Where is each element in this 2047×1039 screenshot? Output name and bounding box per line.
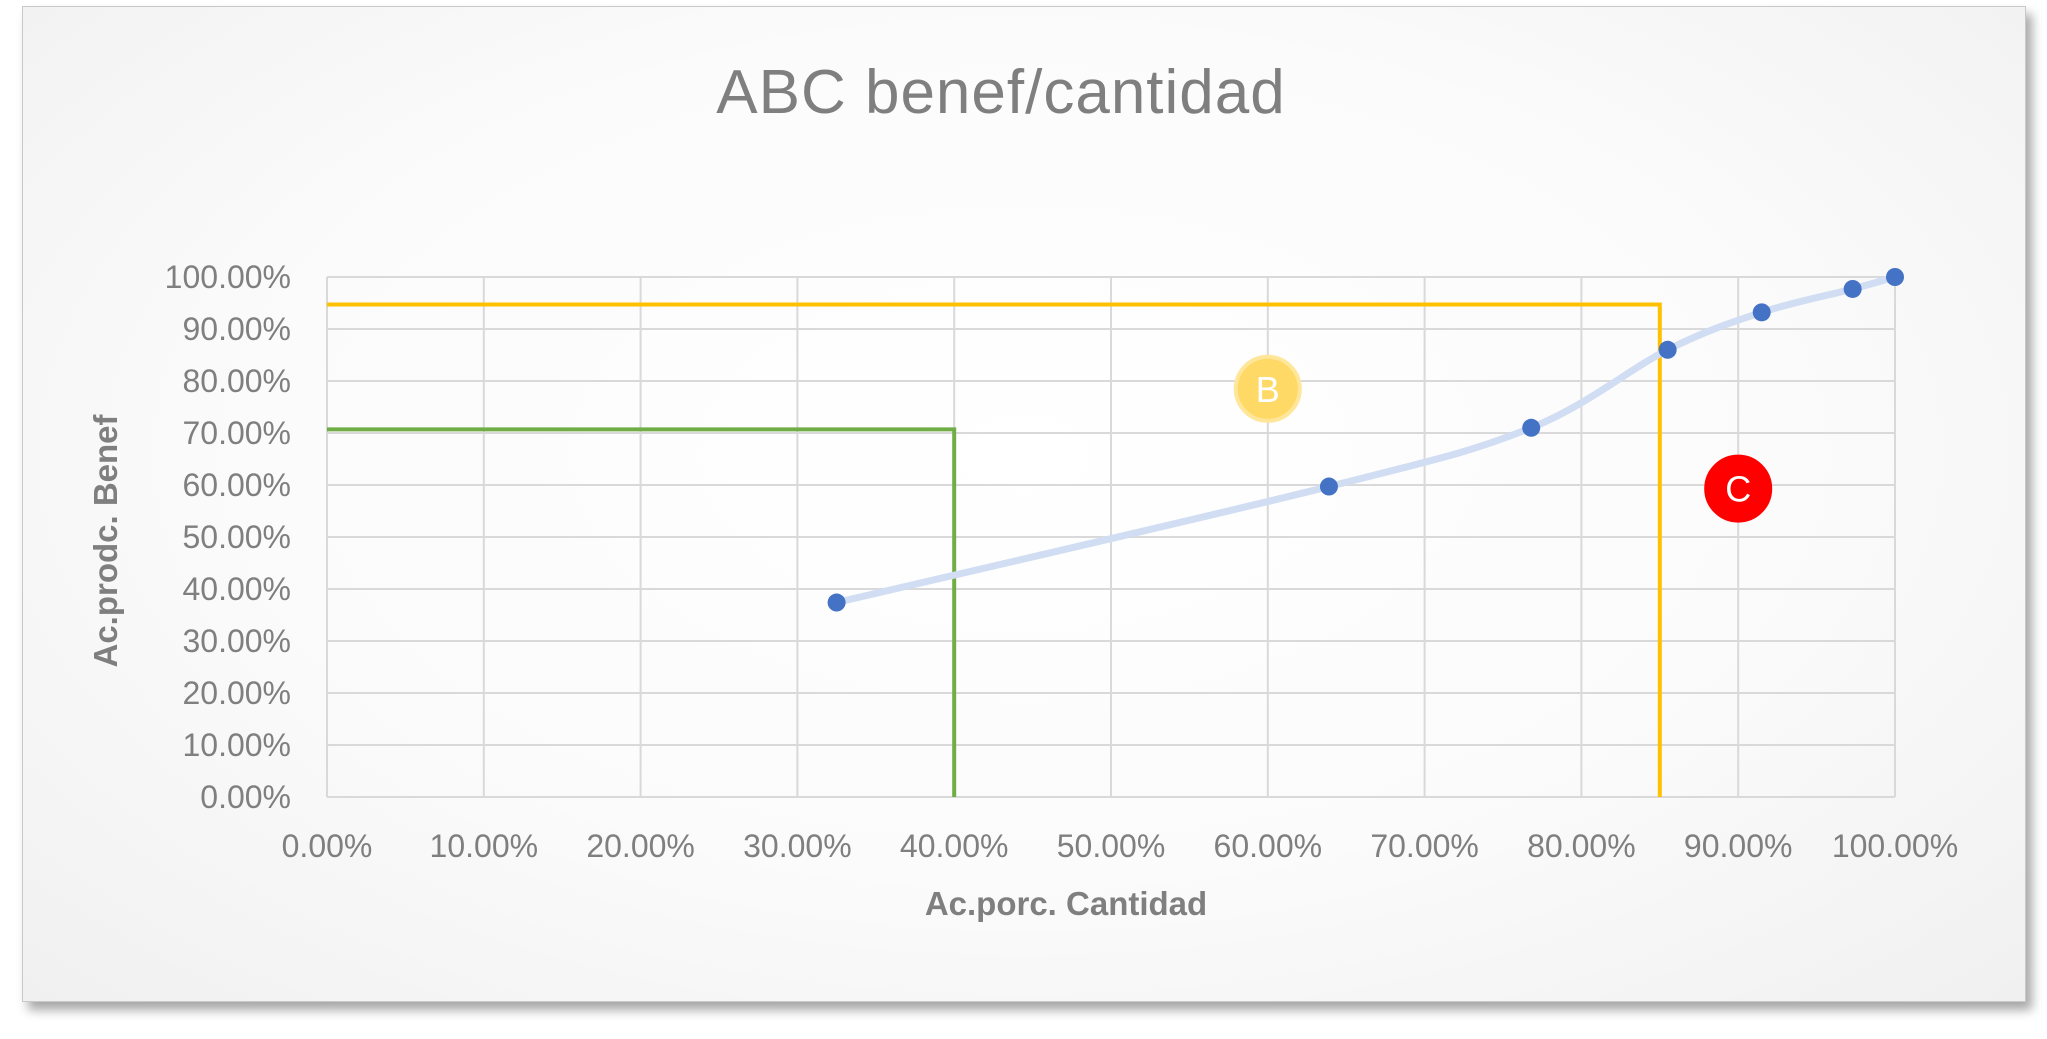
y-tick-label: 90.00% <box>182 311 291 347</box>
data-point <box>1752 303 1771 322</box>
y-tick-label: 0.00% <box>200 779 291 815</box>
data-point <box>1522 418 1541 437</box>
annotations: BC <box>1233 354 1773 523</box>
x-axis-title: Ac.porc. Cantidad <box>925 885 1207 922</box>
x-tick-label: 0.00% <box>282 828 373 864</box>
x-tick-label: 80.00% <box>1527 828 1636 864</box>
y-tick-label: 60.00% <box>182 467 291 503</box>
y-tick-label: 100.00% <box>165 259 291 295</box>
y-tick-label: 20.00% <box>182 675 291 711</box>
tick-labels: 0.00% 10.00% 20.00% 30.00% 40.00% 50.00% 60.00… <box>165 259 1958 864</box>
y-tick-label: 10.00% <box>182 727 291 763</box>
data-point <box>1886 268 1904 286</box>
y-axis-title: Ac.prodc. Benef <box>87 413 124 667</box>
x-tick-label: 20.00% <box>586 828 695 864</box>
data-point <box>1658 340 1677 359</box>
annotation-label: B <box>1256 369 1280 410</box>
data-point <box>1319 477 1338 496</box>
annotation-label: C <box>1725 469 1751 510</box>
abc-chart: ABC benef/cantidad BC 0.00% 10.00% 20.00% 3… <box>87 58 1958 922</box>
data-point <box>827 593 846 612</box>
x-tick-label: 70.00% <box>1370 828 1479 864</box>
reference-line <box>327 302 1662 797</box>
x-tick-label: 50.00% <box>1057 828 1166 864</box>
x-tick-label: 40.00% <box>900 828 1009 864</box>
data-series <box>827 268 1904 612</box>
y-tick-label: 40.00% <box>182 571 291 607</box>
x-tick-label: 30.00% <box>743 828 852 864</box>
x-tick-label: 100.00% <box>1832 828 1958 864</box>
data-point <box>1843 279 1862 298</box>
reference-lines <box>327 302 1662 797</box>
y-tick-label: 80.00% <box>182 363 291 399</box>
x-tick-label: 60.00% <box>1214 828 1323 864</box>
annotation-badge <box>1233 354 1302 423</box>
chart-title: ABC benef/cantidad <box>716 58 1286 127</box>
x-tick-label: 90.00% <box>1684 828 1793 864</box>
y-tick-label: 50.00% <box>182 519 291 555</box>
y-tick-label: 30.00% <box>182 623 291 659</box>
annotation-badge <box>1704 454 1773 523</box>
y-tick-label: 70.00% <box>182 415 291 451</box>
series-line <box>833 273 1899 607</box>
reference-line <box>327 427 957 797</box>
x-tick-label: 10.00% <box>430 828 539 864</box>
